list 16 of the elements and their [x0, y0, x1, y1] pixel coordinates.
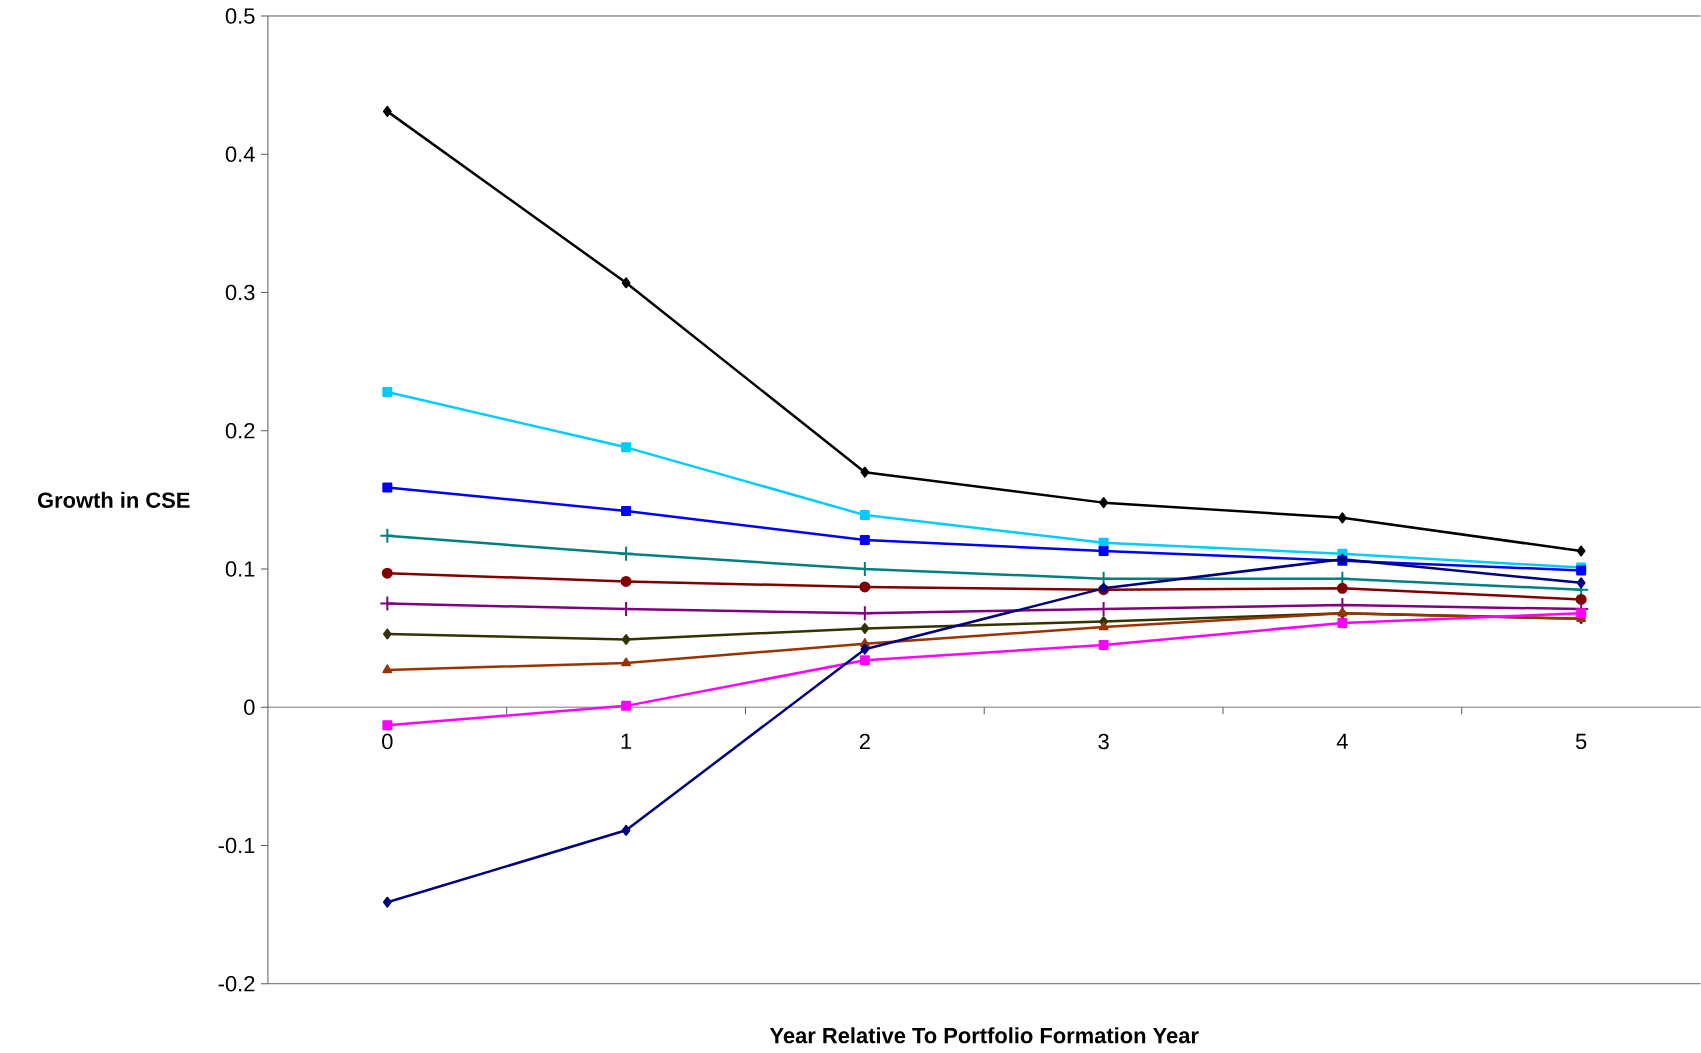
x-tick-label: 4	[1336, 733, 1348, 749]
y-tick-label: 0.4	[225, 146, 255, 163]
y-tick-label: 0.1	[225, 561, 255, 577]
x-tick-label: 2	[859, 733, 870, 750]
x-tick-label: 3	[1098, 733, 1109, 750]
y-tick-label: 0	[244, 699, 255, 716]
y-tick-label: 0.3	[225, 284, 255, 301]
x-axis-title: Year Relative To Portfolio Formation Year	[769, 1027, 1199, 1044]
y-tick-label: 0.5	[225, 8, 255, 24]
x-tick-label: 5	[1575, 733, 1587, 750]
y-tick-label: -0.2	[218, 976, 255, 992]
y-axis-title: Growth in CSE	[37, 491, 190, 509]
y-tick-label: 0.2	[225, 423, 255, 439]
y-tick-label: -0.1	[218, 837, 255, 854]
x-tick-label: 0	[382, 733, 393, 750]
x-tick-label: 1	[621, 733, 632, 749]
